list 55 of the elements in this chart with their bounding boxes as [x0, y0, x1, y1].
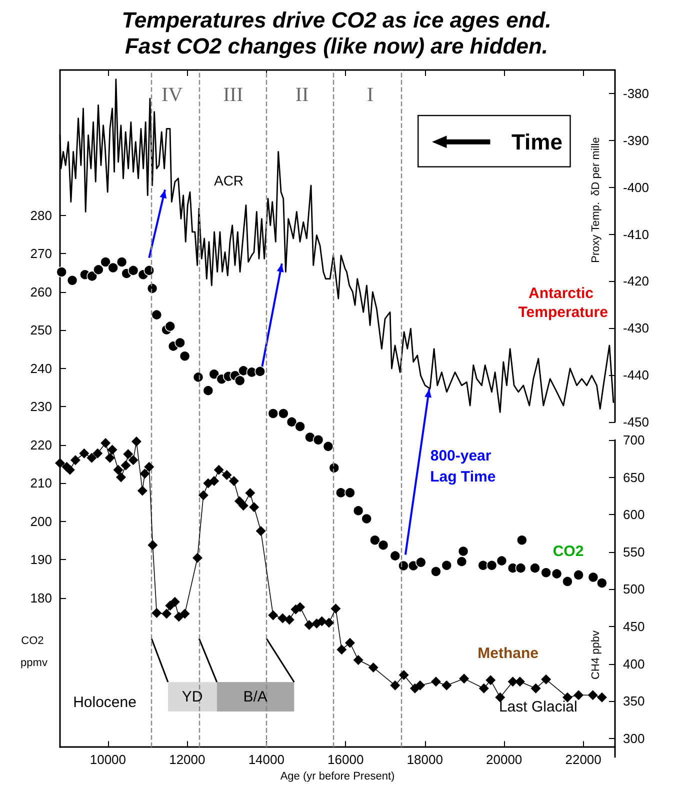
y3-tick-label: 350 — [623, 694, 645, 709]
x-tick-label: 14000 — [248, 752, 284, 768]
y-tick-label: 220 — [30, 437, 52, 452]
y-tick-label: 210 — [30, 476, 52, 491]
annotation: Last Glacial — [498, 698, 578, 716]
x-tick-label: 12000 — [169, 752, 206, 768]
y-axis-title: CO2 ppmv — [20, 635, 48, 669]
y3-tick-label: 400 — [623, 656, 645, 672]
annotation: Holocene — [73, 694, 136, 712]
y3-tick-label: 550 — [623, 544, 645, 560]
x-axis-title: Age (yr before Present) — [280, 770, 395, 782]
y-tick-label: 280 — [30, 208, 52, 223]
annotation: III — [223, 84, 244, 106]
y2-tick-label: -450 — [623, 414, 650, 430]
y-tick-label: 270 — [30, 246, 52, 262]
y2-tick-label: -420 — [623, 274, 650, 289]
y3-axis-title: CH4 ppbv — [590, 630, 602, 680]
x-tick-label: 10000 — [90, 752, 126, 768]
annotation: IV — [162, 84, 184, 106]
chart-subtitle: Fast CO2 changes (like now) are hidden. — [125, 34, 548, 58]
x-tick-label: 16000 — [328, 752, 364, 768]
x-tick-label: 22000 — [565, 752, 602, 768]
annotation: II — [295, 84, 309, 106]
y3-tick-label: 600 — [623, 507, 645, 522]
y3-tick-label: 300 — [623, 730, 645, 746]
series-label: Antarctic Temperature — [518, 284, 608, 321]
y2-tick-label: -390 — [623, 132, 650, 148]
annotation: B/A — [243, 688, 268, 706]
series-label: CO2 — [552, 543, 584, 560]
annotation: 800-year Lag Time — [430, 448, 496, 486]
x-tick-label: 18000 — [406, 752, 443, 768]
series-label: Methane — [478, 644, 538, 662]
y-tick-label: 260 — [30, 284, 52, 300]
y-tick-label: 180 — [30, 590, 52, 606]
y-tick-label: 200 — [30, 514, 52, 529]
y2-axis-title: Proxy Temp. δD per mille — [590, 137, 602, 263]
y2-tick-label: -440 — [623, 368, 650, 383]
y3-tick-label: 450 — [623, 618, 645, 634]
y2-tick-label: -400 — [623, 180, 650, 195]
y-tick-label: 250 — [30, 322, 52, 338]
annotation: Time — [511, 129, 562, 154]
y3-tick-label: 650 — [623, 470, 645, 485]
chart-title: Temperatures drive CO2 as ice ages end. — [122, 8, 552, 32]
y2-tick-label: -410 — [623, 226, 650, 242]
annotation: I — [366, 84, 374, 106]
annotation: YD — [182, 688, 203, 706]
y3-tick-label: 700 — [623, 432, 645, 448]
y3-tick-label: 500 — [623, 582, 645, 597]
y-tick-label: 230 — [30, 399, 52, 414]
y-tick-label: 240 — [30, 360, 52, 376]
x-tick-label: 20000 — [486, 752, 522, 768]
annotation: ACR — [214, 172, 244, 189]
y2-tick-label: -430 — [623, 320, 650, 336]
y2-tick-label: -380 — [623, 86, 650, 101]
y-tick-label: 190 — [30, 552, 52, 568]
